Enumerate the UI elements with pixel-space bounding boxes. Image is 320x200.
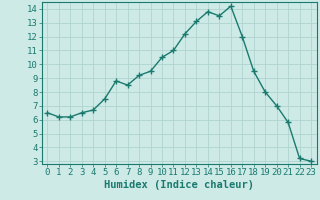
X-axis label: Humidex (Indice chaleur): Humidex (Indice chaleur) (104, 180, 254, 190)
